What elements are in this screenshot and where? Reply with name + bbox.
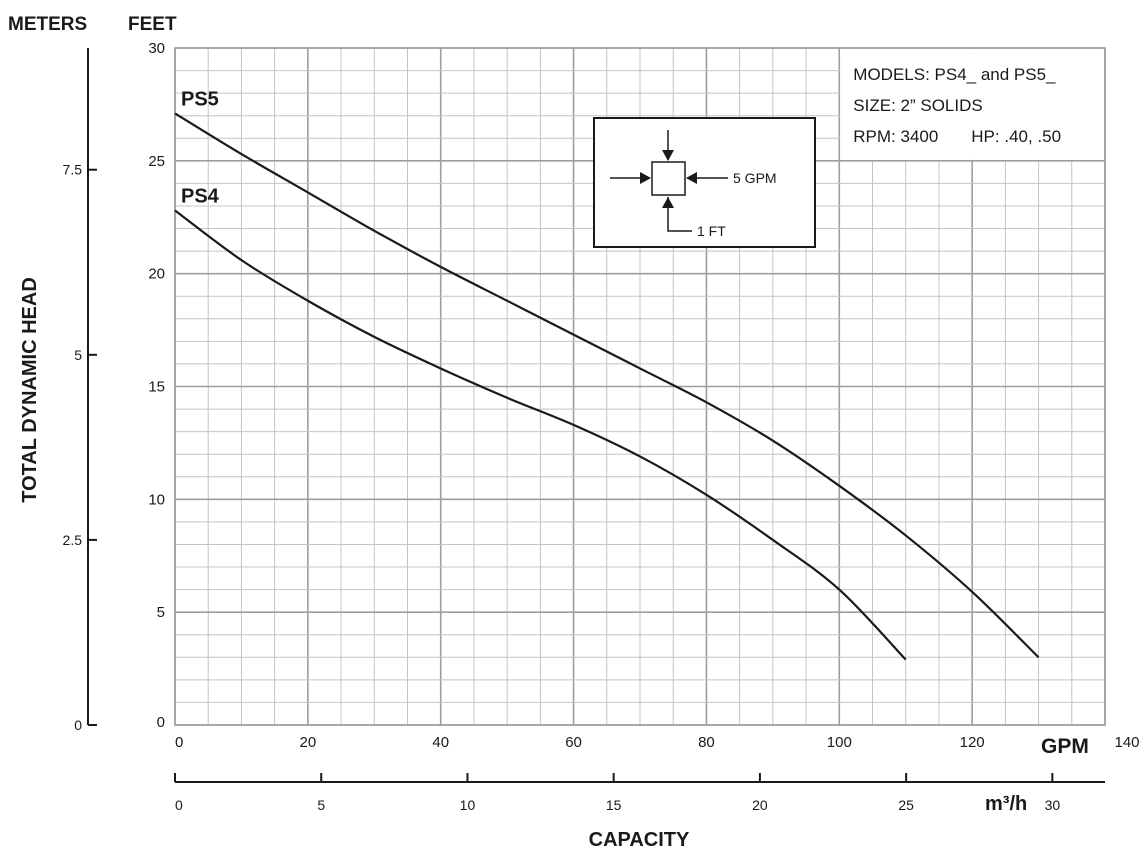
scale-key-arrow-bottom [667, 197, 692, 232]
y-axis-feet-ticks: 0 5 10 15 20 25 30 [148, 40, 165, 731]
scale-key-gpm: 5 GPM [733, 170, 777, 186]
y-unit-feet: FEET [128, 14, 177, 35]
x-unit-m3h: m³/h [985, 793, 1027, 815]
x-m3h-tick-label: 10 [460, 797, 476, 813]
x-tick-label: 60 [565, 734, 582, 751]
scale-key-arrowhead-right [686, 172, 697, 184]
y-tick-label: 30 [148, 40, 165, 57]
grid-scale-key: 5 GPM 1 FT [593, 117, 816, 248]
y-meters-tick-label: 2.5 [63, 532, 83, 548]
info-rpm: RPM: 3400 [853, 127, 938, 146]
info-hp: HP: .40, .50 [971, 127, 1061, 146]
y-tick-label: 0 [157, 714, 165, 731]
y-unit-meters: METERS [8, 14, 87, 35]
x-axis-gpm-ticks: 0 20 40 60 80 100 120 140 [175, 734, 1140, 751]
scale-key-arrowhead-bottom [662, 197, 674, 208]
y-tick-label: 10 [148, 491, 165, 508]
y-meters-tick-label: 0 [74, 717, 82, 733]
y-tick-label: 25 [148, 153, 165, 170]
chart-grid [174, 47, 1106, 726]
x-m3h-tick-label: 30 [1045, 797, 1061, 813]
x-axis-m3h: 0 5 10 15 20 25 30 [174, 773, 1105, 813]
series-line-ps5 [174, 112, 1040, 659]
x-m3h-tick-label: 20 [752, 797, 768, 813]
scale-key-arrowhead-left [640, 172, 651, 184]
x-m3h-tick-label: 5 [317, 797, 325, 813]
info-size: SIZE: 2” SOLIDS [853, 96, 982, 115]
y-axis-meters: 0 2.5 5 7.5 [63, 48, 97, 733]
x-tick-label: 80 [698, 734, 715, 751]
x-tick-label: 120 [960, 734, 985, 751]
scale-key-frame [593, 117, 816, 248]
series-line-ps4 [174, 209, 907, 661]
y-meters-tick-label: 5 [74, 347, 82, 363]
x-tick-label: 140 [1114, 734, 1139, 751]
x-unit-gpm: GPM [1041, 735, 1089, 758]
x-m3h-tick-label: 25 [898, 797, 914, 813]
x-tick-label: 40 [432, 734, 449, 751]
y-meters-tick-label: 7.5 [63, 162, 83, 178]
series-group: PS5 PS4 [174, 88, 1040, 661]
y-axis-title: TOTAL DYNAMIC HEAD [19, 277, 41, 503]
scale-key-arrowhead-top [662, 150, 674, 161]
x-tick-label: 0 [175, 734, 183, 751]
model-info-box [840, 49, 1104, 160]
x-tick-label: 100 [827, 734, 852, 751]
series-label-ps5: PS5 [181, 88, 219, 110]
scale-key-cell [651, 161, 686, 196]
y-tick-label: 5 [157, 604, 165, 621]
x-m3h-tick-label: 15 [606, 797, 622, 813]
plot-border [174, 47, 1106, 726]
y-tick-label: 20 [148, 266, 165, 283]
info-models: MODELS: PS4_ and PS5_ [853, 65, 1056, 84]
x-axis-title: CAPACITY [589, 829, 690, 851]
x-tick-label: 20 [300, 734, 317, 751]
x-m3h-tick-label: 0 [175, 797, 183, 813]
scale-key-ft: 1 FT [697, 223, 726, 239]
series-label-ps4: PS4 [181, 185, 220, 207]
y-tick-label: 15 [148, 379, 165, 396]
